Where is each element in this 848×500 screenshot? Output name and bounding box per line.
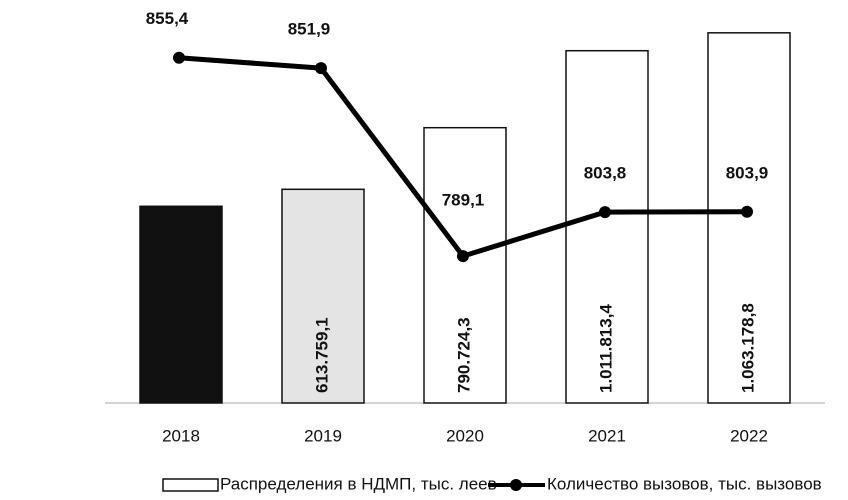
bar-value-label: 1.011.813,4 xyxy=(596,304,615,393)
legend-swatch xyxy=(162,478,219,492)
x-tick-label: 2018 xyxy=(162,426,200,445)
line-point xyxy=(599,206,611,219)
line-value-label: 789,1 xyxy=(442,191,485,210)
bar-value-label: 613.759,1 xyxy=(312,317,331,393)
line-value-label: 803,8 xyxy=(584,164,627,183)
x-tick-label: 2021 xyxy=(588,426,626,445)
line-point xyxy=(741,205,753,218)
line-value-label: 855,4 xyxy=(146,9,189,28)
bar-value-label: 1.063.178,8 xyxy=(738,303,757,393)
x-tick-label: 2022 xyxy=(730,426,768,445)
legend-label: Количество вызовов, тыс. вызовов xyxy=(547,474,822,493)
bar xyxy=(707,32,791,404)
x-tick-label: 2019 xyxy=(304,426,342,445)
bar xyxy=(139,205,223,404)
legend-swatch xyxy=(510,479,522,491)
bar-value-label: 790.724,3 xyxy=(454,317,473,393)
bar xyxy=(565,49,649,404)
line-value-label: 803,9 xyxy=(726,163,769,182)
line-value-label: 851,9 xyxy=(288,20,331,39)
line-point xyxy=(173,51,185,64)
legend-label: Распределения в НДМП, тыс. леев xyxy=(220,474,497,493)
line-point xyxy=(315,62,327,75)
line-point xyxy=(457,250,469,263)
bar xyxy=(281,188,365,404)
bar xyxy=(423,126,507,404)
x-tick-label: 2020 xyxy=(446,426,484,445)
